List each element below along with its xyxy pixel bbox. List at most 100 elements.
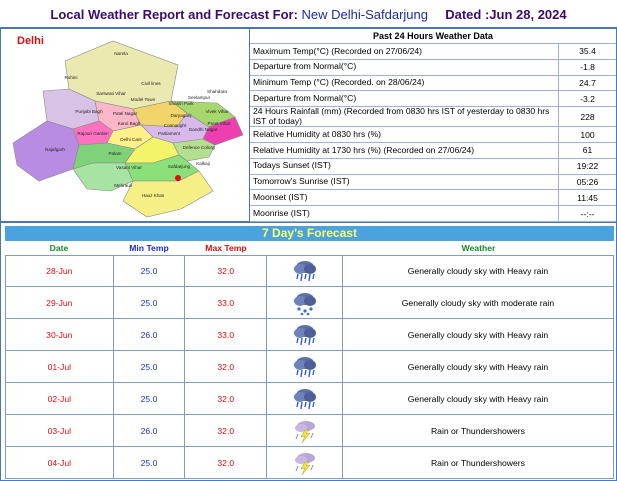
forecast-weather: Rain or Thundershowers <box>430 457 525 468</box>
forecast-date: 28-Jun <box>6 256 114 286</box>
map-label: Parliament <box>158 131 181 136</box>
map-label: Connaught <box>164 123 187 128</box>
map-label: Vivek Vihar <box>205 109 229 114</box>
obs-row: Relative Humidity at 0830 hrs (%) 100 <box>250 127 616 143</box>
map-label: Defence Colony <box>183 145 216 150</box>
forecast-max-temp: 32.0 <box>185 256 268 286</box>
obs-row: Relative Humidity at 1730 hrs (%) (Recor… <box>250 142 616 159</box>
header-min-temp: Min Temp <box>129 243 169 253</box>
forecast-weather: Generally cloudy sky with Heavy rain <box>407 393 549 404</box>
delhi-district-map: Narela Rohini Civil lines Model Town Seelamp… <box>3 31 247 219</box>
map-label: Safdarjung <box>168 164 191 169</box>
map-label: Civil lines <box>141 81 161 86</box>
obs-value: 19:22 <box>558 158 616 174</box>
map-label: Sarswati Vihar <box>96 91 126 96</box>
obs-label: Relative Humidity at 1730 hrs (%) (Recor… <box>253 144 475 155</box>
forecast-row: 02-Jul 25.0 32.0 Generally cloudy sky with … <box>5 383 614 415</box>
map-label: Delhi Cant <box>120 137 142 142</box>
forecast-min-temp: 25.0 <box>114 383 186 414</box>
obs-label: Relative Humidity at 0830 hrs (%) <box>253 128 381 139</box>
map-label: Palam <box>108 151 121 156</box>
obs-label: Departure from Normal(°C) <box>253 93 357 104</box>
obs-value: -1.8 <box>558 59 616 75</box>
forecast-min-temp: 25.0 <box>114 351 186 382</box>
forecast-row: 04-Jul 25.0 32.0 Rain or Thundershowers <box>5 447 614 479</box>
forecast-max-temp: 32.0 <box>185 415 268 446</box>
forecast-weather: Generally cloudy sky with Heavy rain <box>407 266 549 276</box>
forecast-date: 01-Jul <box>6 351 114 382</box>
obs-row: 24 Hours Rainfall (mm) (Recorded from 08… <box>250 106 616 128</box>
header-icon-spacer <box>267 241 343 255</box>
station-name: New Delhi-Safdarjung <box>301 7 428 22</box>
forecast-row: 01-Jul 25.0 32.0 Generally cloudy sky with … <box>5 351 614 383</box>
obs-value: 24.7 <box>558 75 616 91</box>
map-label: Shahdara <box>207 89 227 94</box>
heavy-rain-icon <box>267 351 343 382</box>
heavy-rain-icon <box>267 383 343 414</box>
obs-label: Departure from Normal(°C) <box>253 61 357 72</box>
forecast-max-temp: 32.0 <box>185 447 268 478</box>
forecast-max-temp: 32.0 <box>185 383 268 414</box>
seven-day-forecast-panel: 7 Day's Forecast Date Min Temp Max Temp … <box>0 222 617 481</box>
obs-value: 05:26 <box>558 174 616 190</box>
past-24h-title: Past 24 Hours Weather Data <box>250 29 616 44</box>
forecast-max-temp: 32.0 <box>185 351 268 382</box>
obs-row: Tomorrow's Sunrise (IST) 05:26 <box>250 174 616 191</box>
forecast-date: 30-Jun <box>6 319 114 350</box>
heavy-rain-icon <box>267 256 343 286</box>
obs-label: Maximum Temp(°C) (Recorded on 27/06/24) <box>253 45 423 56</box>
obs-label: 24 Hours Rainfall (mm) (Recorded from 08… <box>253 106 550 126</box>
header-weather: Weather <box>461 243 496 253</box>
obs-row: Moonset (IST) 11:45 <box>250 190 616 207</box>
forecast-row: 29-Jun 25.0 33.0 Generally cloudy sky with … <box>5 287 614 319</box>
report-title: Local Weather Report and Forecast For: <box>50 7 298 22</box>
forecast-row: 30-Jun 26.0 33.0 Generally cloudy sky with … <box>5 319 614 351</box>
delhi-map-graphic: Narela Rohini Civil lines Model Town Seelamp… <box>12 40 244 218</box>
obs-value: 61 <box>558 142 616 158</box>
forecast-min-temp: 26.0 <box>114 319 186 350</box>
obs-row: Todays Sunset (IST) 19:22 <box>250 158 616 175</box>
map-label: Kalkaji <box>196 161 210 166</box>
obs-value: -3.2 <box>558 91 616 107</box>
obs-row: Maximum Temp(°C) (Recorded on 27/06/24) 3… <box>250 44 616 60</box>
obs-label: Tomorrow's Sunrise (IST) <box>253 176 350 187</box>
map-label: Punjabi Bagh <box>75 109 103 114</box>
forecast-row: 28-Jun 25.0 32.0 Generally cloudy sky with … <box>5 255 614 287</box>
forecast-weather: Generally cloudy sky with Heavy rain <box>407 361 549 372</box>
map-label: Vasant Vihar <box>116 165 142 170</box>
obs-label: Moonrise (IST) <box>253 207 310 218</box>
forecast-min-temp: 25.0 <box>114 256 186 286</box>
forecast-min-temp: 26.0 <box>114 415 186 446</box>
thundershower-icon <box>267 415 343 446</box>
obs-row: Moonrise (IST) --:-- <box>250 206 616 222</box>
map-label: Patel Nagar <box>113 111 138 116</box>
map-label: Shastri Park <box>168 101 194 106</box>
map-label: Seelampur <box>188 95 211 100</box>
forecast-row: 03-Jul 26.0 32.0 Rain or Thundershowers <box>5 415 614 447</box>
forecast-date: 04-Jul <box>6 447 114 478</box>
forecast-date: 29-Jun <box>6 287 114 318</box>
forecast-min-temp: 25.0 <box>114 447 186 478</box>
forecast-header-row: Date Min Temp Max Temp Weather <box>5 241 614 255</box>
map-title: Delhi <box>17 35 44 47</box>
map-label: Karol Bagh <box>118 121 141 126</box>
forecast-max-temp: 33.0 <box>185 287 268 318</box>
map-label: Rajouri Garden <box>77 131 109 136</box>
obs-row: Minimum Temp (°C) (Recorded. on 28/06/24… <box>250 75 616 92</box>
forecast-date: 02-Jul <box>6 383 114 414</box>
past-24h-data-table: Past 24 Hours Weather Data Maximum Temp(… <box>249 29 616 222</box>
obs-label: Moonset (IST) <box>253 192 308 203</box>
forecast-min-temp: 25.0 <box>114 287 186 318</box>
map-label: Rohini <box>64 75 77 80</box>
header-max-temp: Max Temp <box>205 243 247 253</box>
heavy-rain-icon <box>267 319 343 350</box>
report-date: Dated :Jun 28, 2024 <box>445 7 567 22</box>
report-header: Local Weather Report and Forecast For: N… <box>0 0 617 28</box>
map-label: Daryaganj <box>171 113 192 118</box>
forecast-weather: Generally cloudy sky with Heavy rain <box>407 329 549 340</box>
map-label: Najafgarh <box>45 147 65 152</box>
current-conditions-panel: Narela Rohini Civil lines Model Town Seelamp… <box>0 28 617 222</box>
map-label: Narela <box>114 51 128 56</box>
map-label: Gandhi Nagar <box>189 127 218 132</box>
forecast-title: 7 Day's Forecast <box>5 226 614 241</box>
